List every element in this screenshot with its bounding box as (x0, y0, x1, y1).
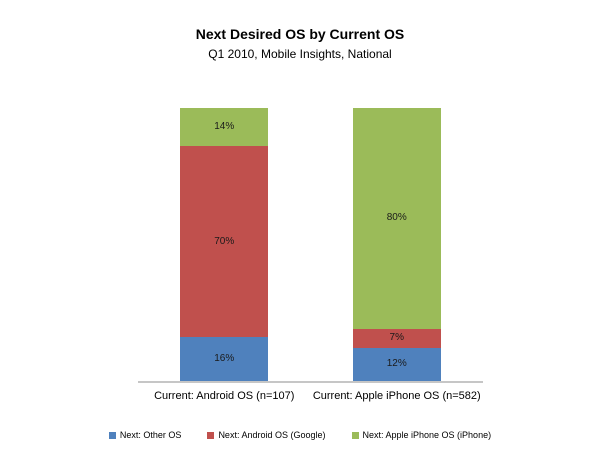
x-axis-category-label: Current: Android OS (n=107) (154, 390, 295, 402)
legend: Next: Other OS Next: Android OS (Google) N… (0, 430, 600, 440)
legend-swatch-icon (207, 431, 215, 439)
legend-swatch-icon (108, 431, 116, 439)
category-slot: 14% 70% 16% (138, 108, 311, 381)
segment-data-label: 80% (386, 212, 407, 224)
legend-item: Next: Other OS (108, 430, 182, 440)
segment-data-label: 7% (389, 332, 404, 344)
legend-item: Next: Apple iPhone OS (iPhone) (351, 430, 492, 440)
bar-segment: 7% (352, 328, 441, 348)
legend-label: Next: Android OS (Google) (218, 430, 326, 440)
plot-area: 14% 70% 16% 80% 7% 12% (138, 108, 483, 383)
segment-data-label: 70% (214, 235, 235, 247)
bar-segment: 80% (352, 108, 441, 329)
segment-data-label: 16% (214, 353, 235, 365)
segment-data-label: 12% (386, 358, 407, 370)
category-slot: 80% 7% 12% (311, 108, 484, 381)
legend-label: Next: Apple iPhone OS (iPhone) (362, 430, 492, 440)
chart-title: Next Desired OS by Current OS (195, 26, 405, 42)
legend-item: Next: Android OS (Google) (207, 430, 326, 440)
bar-segment: 70% (180, 146, 269, 338)
stacked-bar: 14% 70% 16% (180, 108, 269, 381)
chart-subtitle: Q1 2010, Mobile Insights, National (208, 47, 392, 61)
x-axis-labels: Current: Android OS (n=107) Current: Appl… (138, 390, 483, 402)
bar-segment: 14% (180, 108, 269, 147)
bar-segment: 12% (352, 347, 441, 381)
legend-label: Next: Other OS (119, 430, 182, 440)
x-axis-category-label: Current: Apple iPhone OS (n=582) (312, 390, 481, 402)
bar-segment: 16% (180, 337, 269, 381)
legend-swatch-icon (351, 431, 359, 439)
stacked-bar: 80% 7% 12% (352, 108, 441, 381)
segment-data-label: 14% (214, 121, 235, 133)
